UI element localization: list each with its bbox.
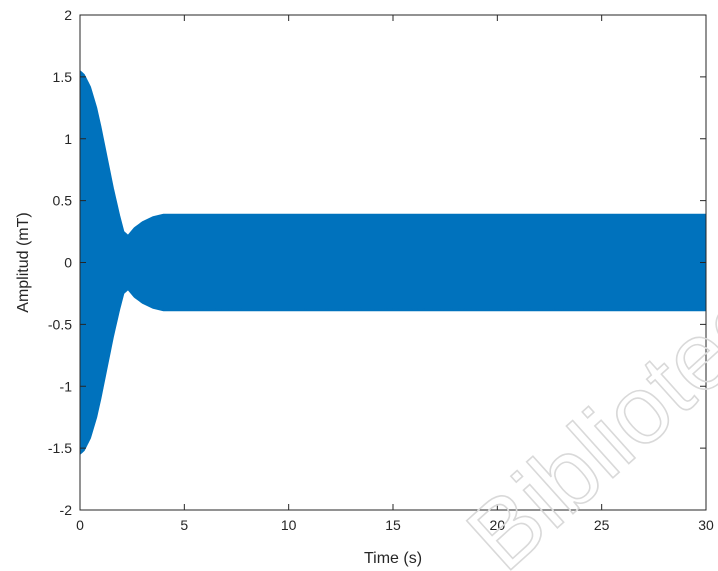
x-tick-label: 25 — [594, 517, 610, 533]
y-tick-label: 1.5 — [53, 69, 73, 85]
y-tick-label: -0.5 — [48, 316, 72, 332]
x-tick-label: 10 — [281, 517, 297, 533]
x-tick-label: 5 — [180, 517, 188, 533]
ticks-layer: 0 5 10 15 20 25 30 2 1.5 1 0.5 0 -0.5 -1 -1.5 -2 — [48, 7, 714, 533]
x-axis-label: Time (s) — [364, 550, 422, 567]
x-tick-label: 15 — [385, 517, 401, 533]
y-tick-label: 2 — [64, 7, 72, 23]
y-tick-label: -2 — [60, 502, 73, 518]
series-1-line — [79, 77, 707, 452]
y-tick-label: 1 — [64, 131, 72, 147]
y-tick-label: 0.5 — [53, 193, 73, 209]
y-tick-label: 0 — [64, 255, 72, 271]
y-tick-label: -1 — [60, 378, 73, 394]
x-tick-label: 30 — [698, 517, 714, 533]
x-tick-label: 0 — [76, 517, 84, 533]
x-tick-label: 20 — [490, 517, 506, 533]
y-axis-label: Amplitud (mT) — [15, 212, 32, 312]
y-tick-label: -1.5 — [48, 440, 72, 456]
